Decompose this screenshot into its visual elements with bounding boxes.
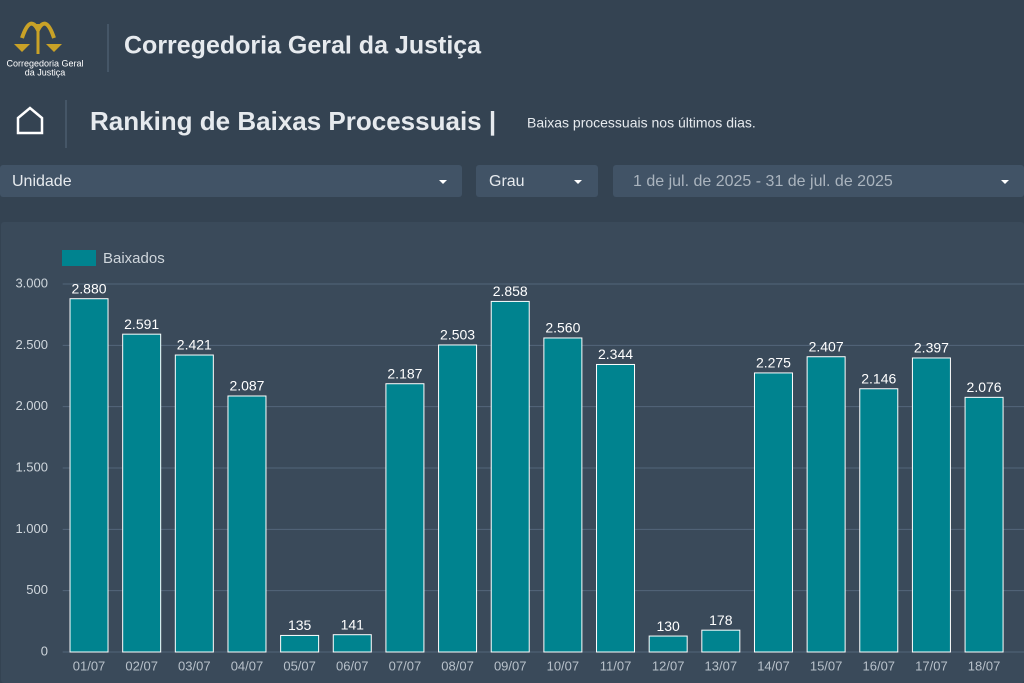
x-tick-label: 12/07 [652, 658, 685, 673]
filter-label: 1 de jul. de 2025 - 31 de jul. de 2025 [633, 173, 893, 190]
bar [227, 395, 267, 653]
value-label: 2.146 [861, 370, 896, 386]
x-tick-label: 16/07 [863, 658, 896, 673]
y-tick-label: 1.000 [15, 521, 48, 536]
bar [964, 396, 1004, 653]
x-tick-label: 13/07 [705, 658, 738, 673]
x-tick-label: 10/07 [547, 658, 580, 673]
bar [490, 300, 530, 653]
legend-label: Baixados [103, 250, 165, 267]
value-label: 178 [709, 612, 733, 628]
bar [596, 363, 636, 653]
value-label: 2.397 [914, 340, 949, 356]
x-tick-label: 07/07 [389, 658, 422, 673]
bar [280, 634, 320, 653]
y-tick-label: 3.000 [15, 275, 48, 290]
value-label: 2.591 [124, 316, 159, 332]
value-label: 2.344 [598, 346, 633, 362]
bar [122, 333, 162, 653]
y-tick-label: 2.000 [15, 398, 48, 413]
filter-label: Unidade [12, 173, 72, 190]
home-button[interactable] [16, 106, 44, 135]
logo-text: da Justiça [25, 67, 66, 77]
bar [69, 298, 109, 653]
page-subtitle: Baixas processuais nos últimos dias. [527, 115, 756, 131]
value-label: 130 [656, 618, 680, 634]
logo [14, 21, 62, 54]
x-tick-label: 05/07 [283, 658, 316, 673]
bar [806, 356, 846, 653]
x-tick-label: 03/07 [178, 658, 211, 673]
value-label: 2.087 [229, 378, 264, 394]
bar [701, 629, 741, 653]
filter-unidade[interactable]: Unidade [0, 165, 462, 197]
value-label: 135 [288, 617, 312, 633]
x-tick-label: 06/07 [336, 658, 369, 673]
y-tick-label: 2.500 [15, 337, 48, 352]
value-label: 2.275 [756, 355, 791, 371]
bar [648, 635, 688, 653]
bar [859, 388, 899, 653]
value-label: 2.880 [72, 280, 107, 296]
value-label: 2.187 [387, 365, 422, 381]
value-label: 2.076 [967, 379, 1002, 395]
filter-label: Grau [489, 173, 525, 190]
x-tick-label: 18/07 [968, 658, 1001, 673]
x-tick-label: 02/07 [125, 658, 158, 673]
value-label: 2.560 [545, 320, 580, 336]
x-tick-label: 15/07 [810, 658, 843, 673]
page-title: Ranking de Baixas Processuais | [90, 106, 496, 136]
bar [332, 634, 372, 653]
filter-date[interactable]: 1 de jul. de 2025 - 31 de jul. de 2025 [613, 165, 1024, 197]
y-tick-label: 500 [26, 582, 48, 597]
value-label: 141 [341, 616, 365, 632]
value-label: 2.421 [177, 337, 212, 353]
x-tick-label: 08/07 [441, 658, 474, 673]
bar [543, 337, 583, 653]
bar [753, 372, 793, 653]
chart: 0 500 1.000 1.500 2.000 2.500 3.000 Baixados 2.8… [15, 250, 1024, 673]
bar [385, 383, 425, 653]
value-label: 2.407 [809, 338, 844, 354]
app-title: Corregedoria Geral da Justiça [124, 32, 482, 60]
x-tick-label: 11/07 [600, 658, 632, 673]
legend-swatch [62, 250, 96, 266]
value-label: 2.503 [440, 327, 475, 343]
filter-grau[interactable]: Grau [476, 165, 598, 197]
x-tick-label: 01/07 [73, 658, 106, 673]
bar [174, 354, 214, 653]
x-tick-label: 09/07 [494, 658, 527, 673]
y-tick-label: 0 [41, 643, 48, 658]
x-tick-label: 17/07 [915, 658, 948, 673]
bar [438, 344, 478, 653]
y-tick-label: 1.500 [15, 459, 48, 474]
x-tick-label: 14/07 [757, 658, 790, 673]
x-tick-label: 04/07 [231, 658, 264, 673]
value-label: 2.858 [493, 283, 528, 299]
bar [911, 357, 951, 653]
logo-text: Corregedoria Geral [6, 58, 83, 68]
